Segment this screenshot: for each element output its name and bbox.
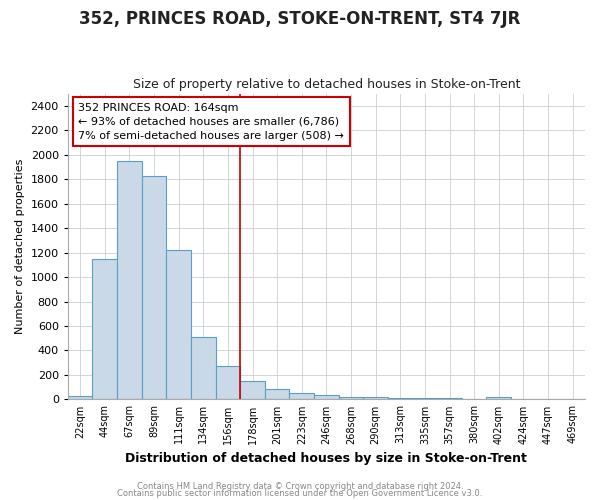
- Text: 352 PRINCES ROAD: 164sqm
← 93% of detached houses are smaller (6,786)
7% of semi: 352 PRINCES ROAD: 164sqm ← 93% of detach…: [78, 102, 344, 141]
- Bar: [240, 381, 265, 400]
- Bar: [289, 394, 314, 400]
- Bar: [314, 394, 339, 400]
- Text: Contains public sector information licensed under the Open Government Licence v3: Contains public sector information licen…: [118, 490, 482, 498]
- Bar: [142, 176, 166, 400]
- Bar: [462, 399, 487, 400]
- Bar: [68, 396, 92, 400]
- Bar: [215, 366, 240, 400]
- Text: Contains HM Land Registry data © Crown copyright and database right 2024.: Contains HM Land Registry data © Crown c…: [137, 482, 463, 491]
- Bar: [265, 389, 289, 400]
- X-axis label: Distribution of detached houses by size in Stoke-on-Trent: Distribution of detached houses by size …: [125, 452, 527, 465]
- Bar: [388, 398, 413, 400]
- Bar: [117, 161, 142, 400]
- Bar: [92, 258, 117, 400]
- Bar: [191, 337, 215, 400]
- Bar: [339, 397, 364, 400]
- Bar: [413, 398, 437, 400]
- Text: 352, PRINCES ROAD, STOKE-ON-TRENT, ST4 7JR: 352, PRINCES ROAD, STOKE-ON-TRENT, ST4 7…: [79, 10, 521, 28]
- Bar: [487, 397, 511, 400]
- Bar: [166, 250, 191, 400]
- Bar: [437, 398, 462, 400]
- Title: Size of property relative to detached houses in Stoke-on-Trent: Size of property relative to detached ho…: [133, 78, 520, 91]
- Y-axis label: Number of detached properties: Number of detached properties: [15, 159, 25, 334]
- Bar: [364, 397, 388, 400]
